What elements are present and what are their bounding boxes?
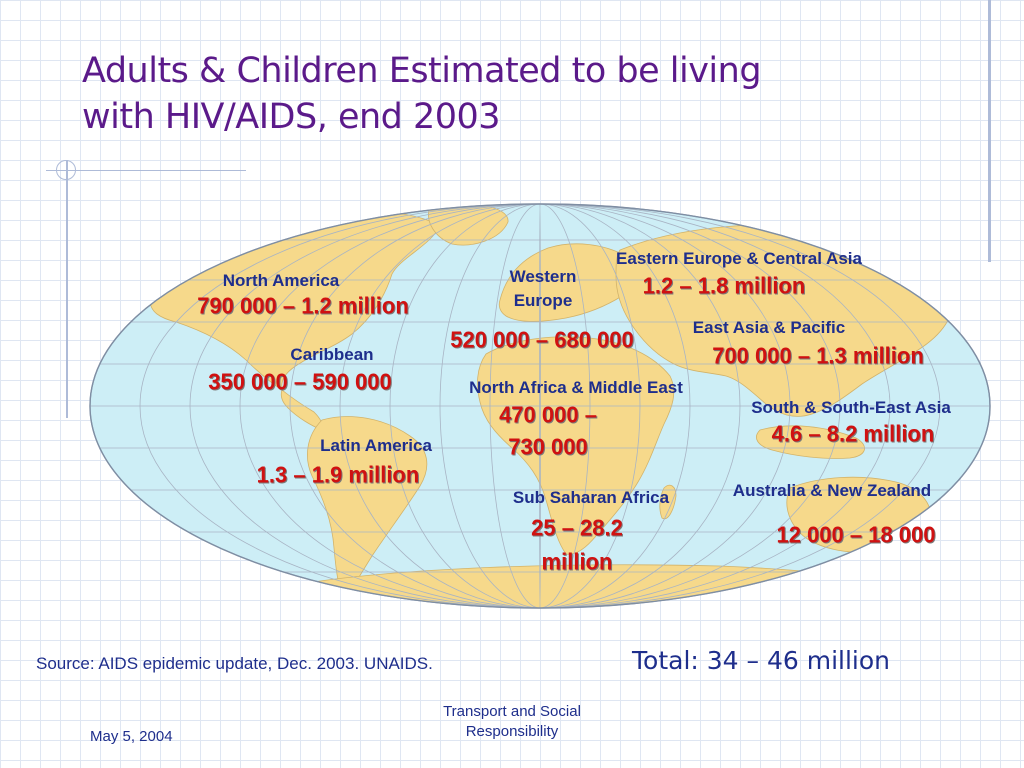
region-name-line: Sub Saharan Africa: [512, 488, 670, 507]
decorative-horizontal-rule: [46, 170, 246, 171]
region-name-line: Australia & New Zealand: [732, 481, 932, 500]
decorative-circle-icon: [56, 160, 76, 180]
region-name-north-america: North America: [223, 271, 340, 291]
region-name-south-southeast-asia: South & South-East Asia: [751, 398, 951, 418]
region-name-latin-america: Latin America: [320, 436, 432, 456]
region-name-eastern-europe-central-asia: Eastern Europe & Central Asia: [616, 249, 862, 269]
region-name-western-europe: Western Europe: [510, 265, 577, 313]
region-value-line: 730 000: [508, 433, 588, 460]
region-value-south-southeast-asia: 4.6 – 8.2 million: [772, 420, 935, 448]
footer-title-line-2: Responsibility: [465, 723, 559, 740]
region-name-line: Latin America: [320, 436, 432, 455]
region-value-line: 790 000 – 1.2 million: [197, 292, 409, 319]
region-value-line: million: [541, 548, 613, 575]
region-name-line: South & South-East Asia: [751, 398, 951, 417]
footer-title: Transport and Social Responsibility: [382, 702, 642, 742]
region-name-sub-saharan-africa: Sub Saharan Africa: [513, 488, 669, 508]
slide-title: Adults & Children Estimated to be living…: [82, 48, 942, 140]
region-name-line: Europe: [513, 291, 573, 310]
region-value-caribbean: 350 000 – 590 000: [208, 368, 392, 396]
slide-title-line-1: Adults & Children Estimated to be living: [82, 51, 762, 91]
region-value-line: 520 000 – 680 000: [450, 326, 634, 353]
region-name-north-africa-middle-east: North Africa & Middle East: [469, 378, 683, 398]
region-value-line: 470 000 –: [499, 401, 597, 428]
footer-date: May 5, 2004: [90, 728, 173, 745]
region-value-line: 12 000 – 18 000: [776, 521, 936, 548]
decorative-vertical-rule-left: [66, 160, 68, 418]
region-value-latin-america: 1.3 – 1.9 million: [257, 461, 420, 489]
region-name-caribbean: Caribbean: [290, 345, 373, 365]
region-name-line: Caribbean: [290, 345, 374, 364]
region-name-line: North Africa & Middle East: [469, 378, 683, 397]
region-value-australia-new-zealand: 12 000 – 18 000: [776, 521, 935, 549]
region-value-line: 25 – 28.2: [531, 514, 623, 541]
region-value-north-africa-middle-east: 470 000 – 730 000: [499, 399, 597, 463]
land-new-zealand: [942, 546, 960, 572]
region-value-western-europe: 520 000 – 680 000: [450, 326, 634, 354]
region-name-line: North America: [222, 271, 340, 290]
decorative-vertical-rule-right: [988, 0, 991, 262]
region-value-north-america: 790 000 – 1.2 million: [197, 292, 409, 320]
source-citation: Source: AIDS epidemic update, Dec. 2003.…: [36, 654, 433, 673]
region-value-sub-saharan-africa: 25 – 28.2 million: [531, 511, 623, 579]
region-value-line: 4.6 – 8.2 million: [771, 420, 935, 447]
slide-title-line-2: with HIV/AIDS, end 2003: [82, 97, 501, 137]
map-outline: [89, 203, 991, 609]
region-value-east-asia-pacific: 700 000 – 1.3 million: [712, 342, 924, 370]
region-value-eastern-europe-central-asia: 1.2 – 1.8 million: [643, 272, 806, 300]
region-name-australia-new-zealand: Australia & New Zealand: [733, 481, 931, 501]
footer-title-line-1: Transport and Social: [443, 703, 581, 720]
land-madagascar: [659, 484, 677, 520]
region-name-line: East Asia & Pacific: [692, 318, 846, 337]
total-estimate: Total: 34 – 46 million: [632, 646, 890, 675]
region-name-line: Western: [509, 267, 577, 286]
region-value-line: 350 000 – 590 000: [208, 368, 392, 395]
region-name-line: Eastern Europe & Central Asia: [616, 249, 862, 268]
region-value-line: 700 000 – 1.3 million: [712, 342, 924, 369]
land-africa: [477, 336, 675, 555]
region-value-line: 1.3 – 1.9 million: [256, 461, 420, 488]
map-landmasses: [90, 204, 990, 608]
region-value-line: 1.2 – 1.8 million: [642, 272, 806, 299]
region-name-east-asia-pacific: East Asia & Pacific: [693, 318, 845, 338]
